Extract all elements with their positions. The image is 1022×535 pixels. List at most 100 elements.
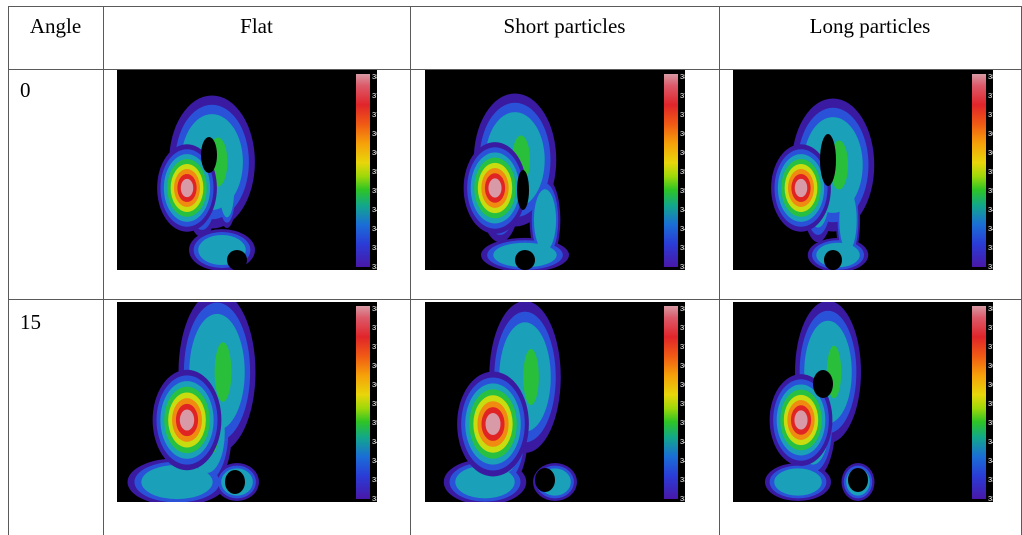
scale-tick-label: 34.0 C	[988, 456, 1011, 465]
scale-tick-label: 37.5 C	[680, 91, 703, 100]
color-bar	[664, 306, 678, 499]
thermogram-flat-0	[117, 70, 377, 270]
color-bar	[664, 74, 678, 267]
scale-tick-label: 37.0 C	[680, 342, 703, 351]
column-divider	[410, 6, 411, 535]
color-bar	[356, 306, 370, 499]
scale-tick-label: 34.5 C	[372, 437, 395, 446]
heat-plume	[157, 95, 255, 270]
scale-tick-label: 35.0 C	[680, 186, 703, 195]
scale-tick-label: 37.0 C	[988, 110, 1011, 119]
scale-tick-label: 34.5 C	[680, 205, 703, 214]
scale-tick-label: 37.5 C	[372, 91, 395, 100]
scale-tick-label: 33.5 C	[680, 243, 703, 252]
column-divider	[719, 6, 720, 535]
header-flat: Flat	[240, 14, 273, 38]
temperature-scale: 38.0 C 37.5 C 37.0 C 36.5 C 36.0 C 35.5 C 35.0…	[664, 304, 710, 503]
scale-tick-label: 38.0 C	[372, 304, 395, 313]
scale-tick-label: 35.5 C	[988, 399, 1011, 408]
thermogram-long-0	[733, 70, 993, 270]
row-divider	[8, 299, 1022, 300]
scale-tick-label: 36.0 C	[372, 380, 395, 389]
scale-tick-label: 35.0 C	[372, 186, 395, 195]
header-long-particles: Long particles	[809, 14, 931, 38]
color-bar	[972, 74, 986, 267]
heat-plume	[463, 93, 569, 270]
header-angle: Angle	[29, 14, 82, 38]
thermogram-short-15	[425, 302, 685, 502]
header-divider	[8, 69, 1022, 70]
scale-tick-label: 36.0 C	[680, 148, 703, 157]
scale-tick-label: 37.5 C	[372, 323, 395, 332]
scale-tick-label: 36.5 C	[372, 361, 395, 370]
color-bar	[356, 74, 370, 267]
scale-tick-label: 33.0 C	[680, 494, 703, 503]
row-label-angle: 0	[20, 78, 31, 102]
scale-tick-label: 34.5 C	[988, 437, 1011, 446]
temperature-scale: 38.0 C 37.5 C 37.0 C 36.5 C 36.0 C 35.5 C 35.0…	[972, 304, 1018, 503]
column-divider	[103, 6, 104, 535]
scale-tick-label: 38.0 C	[372, 72, 395, 81]
scale-tick-label: 34.5 C	[372, 205, 395, 214]
scale-tick-label: 35.5 C	[680, 167, 703, 176]
scale-tick-label: 38.0 C	[988, 304, 1011, 313]
heat-plume	[765, 302, 875, 501]
row-label-angle: 15	[20, 310, 41, 334]
heat-plume	[127, 302, 259, 502]
scale-tick-label: 36.0 C	[680, 380, 703, 389]
scale-tick-label: 38.0 C	[988, 72, 1011, 81]
temperature-scale: 38.0 C 37.5 C 37.0 C 36.5 C 36.0 C 35.5 C 35.0…	[664, 72, 710, 271]
scale-tick-label: 37.0 C	[680, 110, 703, 119]
heat-plume	[771, 98, 875, 270]
scale-tick-label: 37.0 C	[988, 342, 1011, 351]
scale-tick-label: 34.0 C	[372, 224, 395, 233]
scale-tick-label: 34.0 C	[680, 224, 703, 233]
scale-tick-label: 33.5 C	[988, 243, 1011, 252]
scale-tick-label: 34.5 C	[680, 437, 703, 446]
scale-tick-label: 35.0 C	[988, 418, 1011, 427]
scale-tick-label: 33.5 C	[680, 475, 703, 484]
scale-tick-label: 34.0 C	[680, 456, 703, 465]
scale-tick-label: 35.5 C	[372, 167, 395, 176]
color-bar	[972, 306, 986, 499]
scale-tick-label: 37.0 C	[372, 342, 395, 351]
temperature-scale: 38.0 C 37.5 C 37.0 C 36.5 C 36.0 C 35.5 C 35.0…	[972, 72, 1018, 271]
scale-tick-label: 34.0 C	[988, 224, 1011, 233]
scale-tick-label: 36.5 C	[680, 361, 703, 370]
scale-tick-label: 37.5 C	[988, 91, 1011, 100]
heat-plume	[443, 302, 577, 502]
scale-tick-label: 38.0 C	[680, 72, 703, 81]
scale-tick-label: 33.5 C	[372, 243, 395, 252]
scale-tick-label: 35.5 C	[372, 399, 395, 408]
scale-tick-label: 35.0 C	[680, 418, 703, 427]
scale-tick-label: 34.5 C	[988, 205, 1011, 214]
scale-tick-label: 33.0 C	[988, 494, 1011, 503]
thermogram-flat-15	[117, 302, 377, 502]
scale-tick-label: 36.0 C	[372, 148, 395, 157]
scale-tick-label: 33.5 C	[372, 475, 395, 484]
scale-tick-label: 35.5 C	[988, 167, 1011, 176]
scale-tick-label: 33.5 C	[988, 475, 1011, 484]
scale-tick-label: 35.0 C	[372, 418, 395, 427]
scale-tick-label: 36.0 C	[988, 380, 1011, 389]
table-border-left	[8, 6, 9, 535]
scale-tick-label: 33.0 C	[372, 494, 395, 503]
scale-tick-label: 33.0 C	[372, 262, 395, 271]
scale-tick-label: 38.0 C	[680, 304, 703, 313]
scale-tick-label: 35.0 C	[988, 186, 1011, 195]
scale-tick-label: 36.5 C	[680, 129, 703, 138]
scale-tick-label: 36.0 C	[988, 148, 1011, 157]
scale-tick-label: 33.0 C	[680, 262, 703, 271]
scale-tick-label: 36.5 C	[988, 361, 1011, 370]
thermogram-long-15	[733, 302, 993, 502]
scale-tick-label: 34.0 C	[372, 456, 395, 465]
scale-tick-label: 37.5 C	[680, 323, 703, 332]
temperature-scale: 38.0 C 37.5 C 37.0 C 36.5 C 36.0 C 35.5 C 35.0…	[356, 304, 402, 503]
temperature-scale: 38.0 C 37.5 C 37.0 C 36.5 C 36.0 C 35.5 C 35.0…	[356, 72, 402, 271]
header-short-particles: Short particles	[503, 14, 626, 38]
scale-tick-label: 36.5 C	[988, 129, 1011, 138]
scale-tick-label: 36.5 C	[372, 129, 395, 138]
thermogram-short-0	[425, 70, 685, 270]
scale-tick-label: 37.0 C	[372, 110, 395, 119]
